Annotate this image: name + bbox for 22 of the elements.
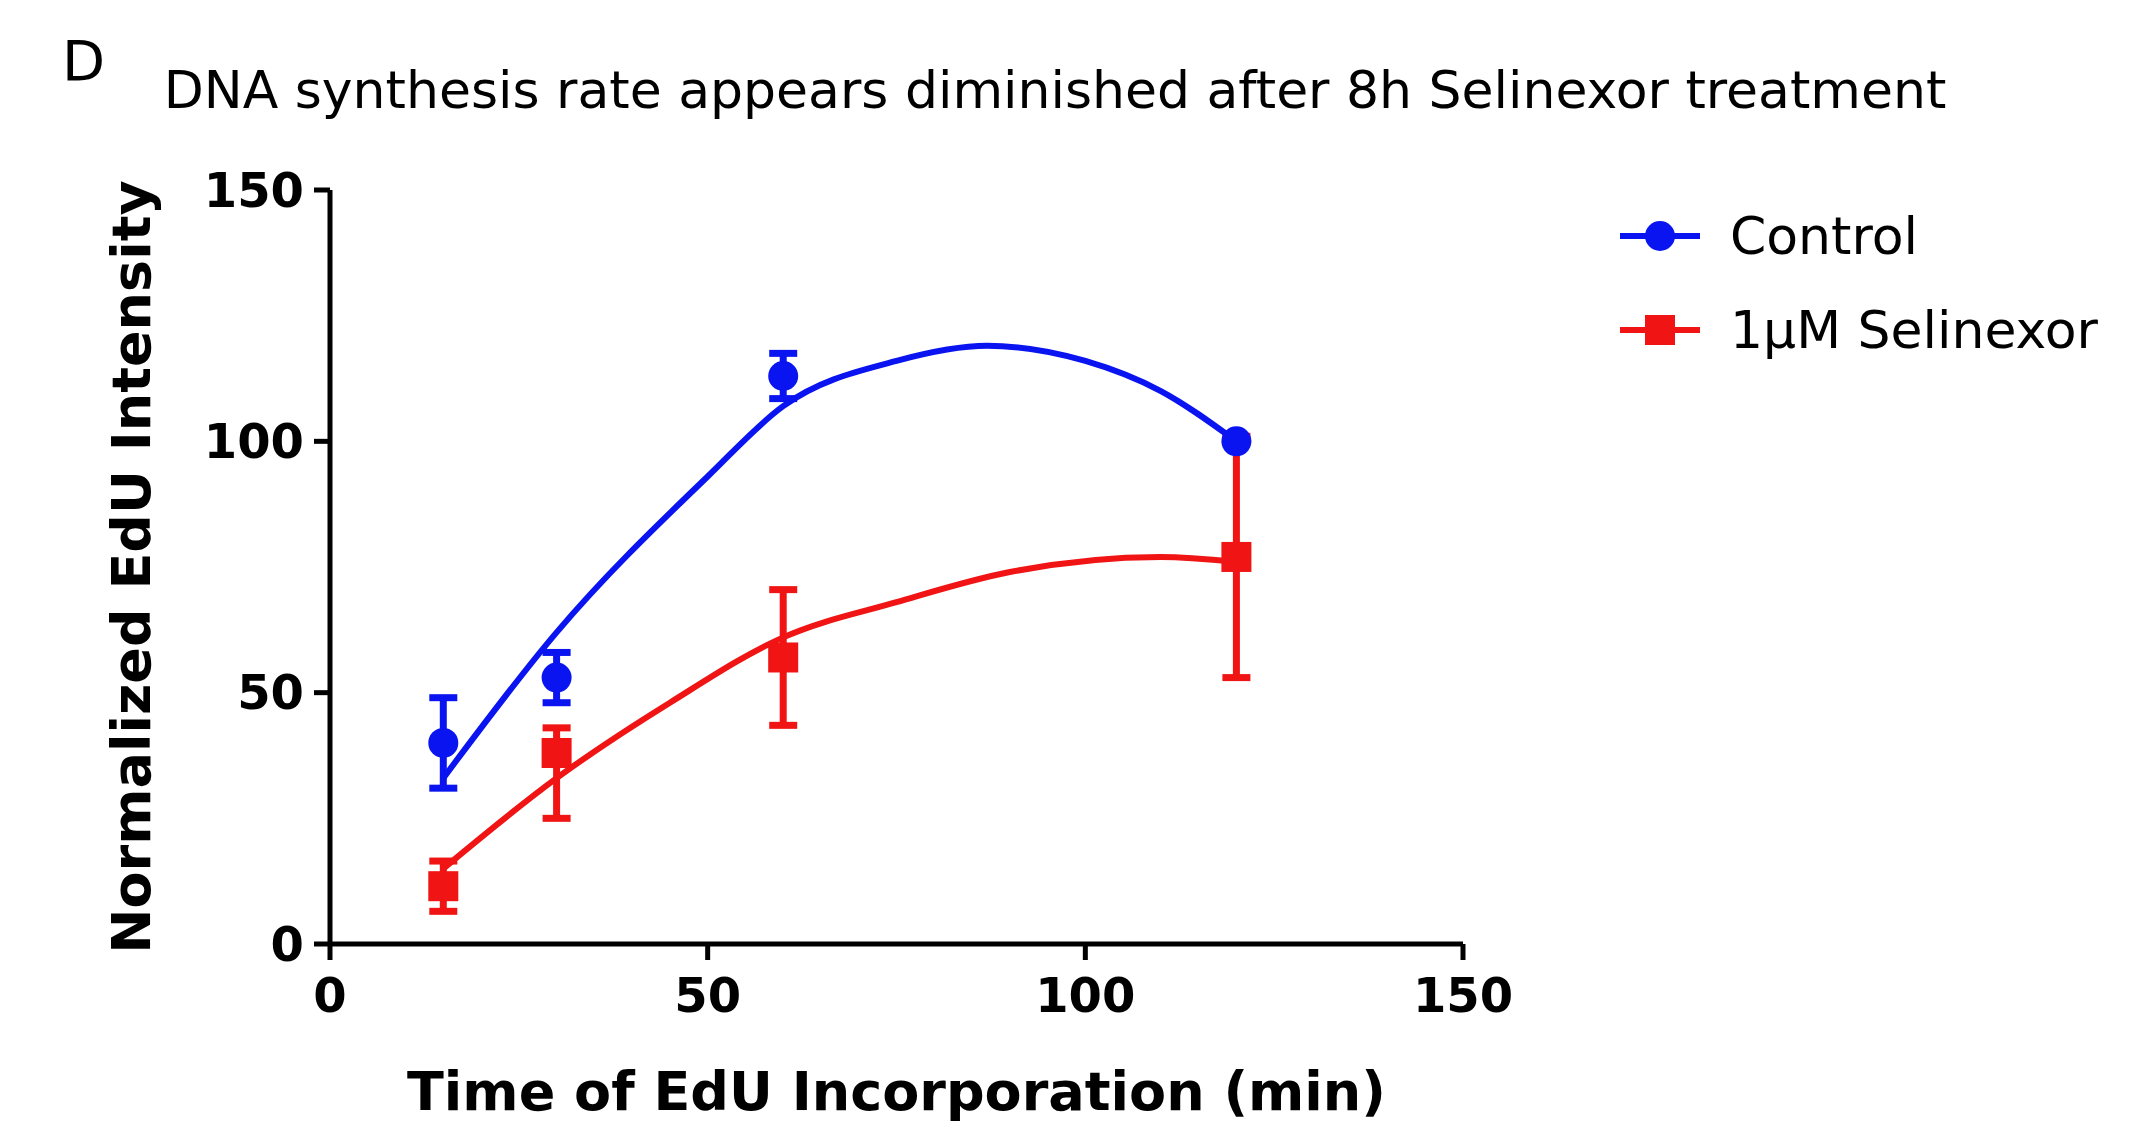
y-tick-label: 50 [237, 664, 304, 721]
text: D [62, 28, 106, 93]
chart-title: DNA synthesis rate appears diminished after 8h Selinexor treatment [163, 60, 1947, 120]
y-tick-label: 0 [270, 915, 304, 972]
y-tick-label: 150 [203, 161, 304, 218]
point [428, 871, 459, 902]
legend-label: 1µM Selinexor [1730, 300, 2099, 361]
point [428, 727, 459, 758]
x-axis-title: Time of EdU Incorporation (min) [407, 1060, 1386, 1123]
point [1221, 426, 1252, 457]
legend-label: Control [1730, 206, 1918, 267]
point [541, 662, 572, 693]
point [768, 360, 799, 391]
x-tick-label: 100 [1035, 967, 1136, 1023]
x-tick-label: 0 [313, 967, 347, 1023]
x-tick-label: 50 [674, 967, 742, 1023]
x-tick-label: 150 [1412, 967, 1514, 1023]
point [541, 737, 572, 768]
y-tick-label: 100 [203, 413, 304, 470]
point [1221, 541, 1252, 572]
point [768, 642, 799, 673]
y-axis-title: Normalized EdU Intensity [100, 180, 163, 954]
